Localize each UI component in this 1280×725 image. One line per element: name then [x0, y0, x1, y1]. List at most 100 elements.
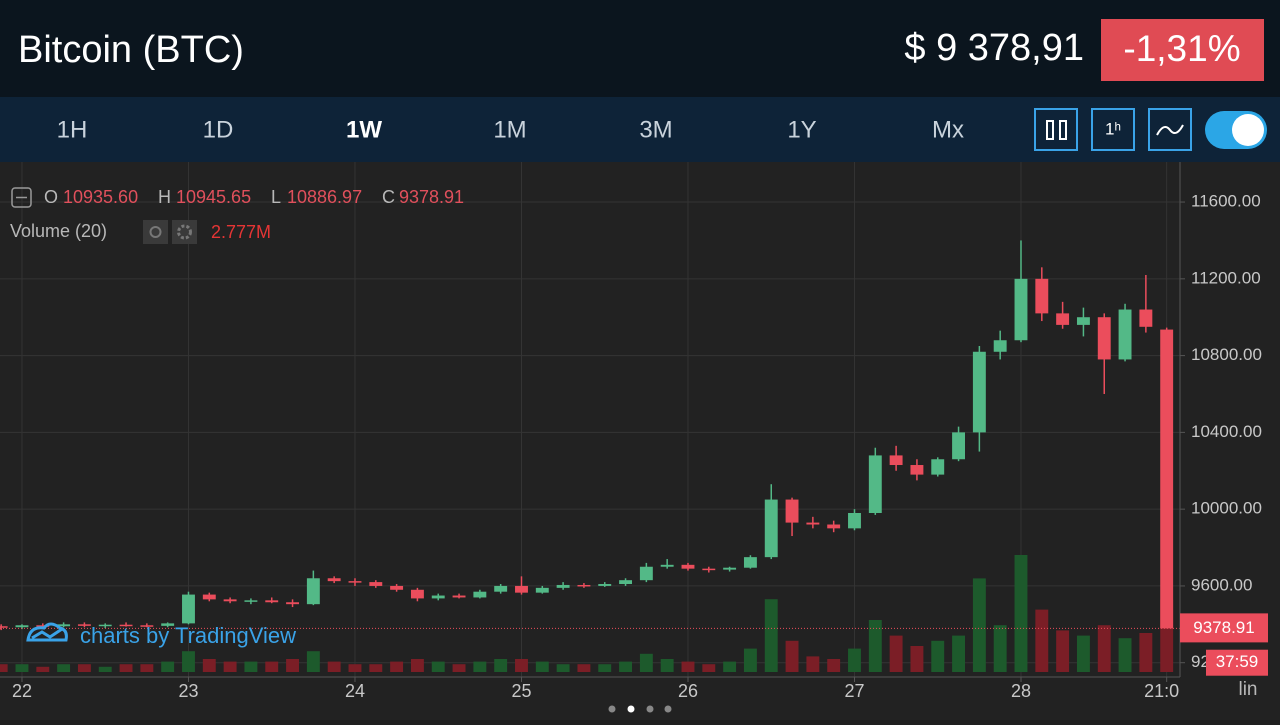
candle-body — [36, 625, 50, 627]
visibility-icon[interactable] — [143, 220, 168, 244]
page-dot[interactable] — [627, 705, 635, 713]
legend-high-label: H — [158, 187, 171, 207]
asset-title: Bitcoin (BTC) — [18, 29, 244, 71]
timeframe-tab[interactable]: 1D — [203, 116, 234, 143]
y-tick-label: 9600.00 — [1191, 575, 1252, 594]
volume-bar — [827, 659, 841, 672]
candle-body — [619, 580, 633, 585]
x-tick-label: 25 — [511, 681, 531, 701]
candle-body — [598, 584, 612, 586]
chart-type-button[interactable] — [1034, 108, 1078, 151]
candle-body — [348, 581, 362, 583]
volume-bar — [598, 664, 612, 672]
volume-label: Volume (20) — [10, 221, 107, 241]
volume-bar — [57, 664, 71, 672]
volume-bar — [410, 659, 424, 672]
legend-low-label: L — [271, 187, 281, 207]
button-frame — [1148, 108, 1192, 151]
volume-bar — [77, 664, 91, 672]
chart-background — [0, 162, 1280, 720]
volume-bar — [202, 659, 216, 672]
candle-body — [785, 499, 799, 523]
volume-bar — [1118, 638, 1132, 672]
candle-body — [515, 585, 528, 593]
volume-bar — [494, 659, 508, 672]
x-tick-label: 26 — [678, 681, 698, 701]
candle-body — [494, 585, 508, 592]
volume-bar — [848, 648, 861, 672]
timeframe-tab[interactable]: 1H — [57, 116, 88, 143]
page-dot[interactable] — [608, 705, 616, 713]
eye — [149, 226, 162, 238]
candle-body — [535, 587, 549, 593]
interval-button[interactable]: 1ʰ — [1091, 108, 1135, 151]
timeframe-tab[interactable]: 1M — [493, 116, 526, 143]
toggle[interactable] — [1205, 111, 1267, 149]
candle-body — [743, 557, 757, 568]
candle-body — [431, 595, 445, 599]
volume-bar — [1014, 555, 1028, 672]
candle-body — [390, 585, 404, 590]
candle-body — [1035, 278, 1049, 314]
timeframe-tab[interactable]: 1W — [346, 116, 382, 143]
candle-body — [889, 455, 903, 466]
candle-body — [473, 591, 487, 598]
candle-body — [452, 595, 466, 598]
y-tick-label: 11600.00 — [1191, 192, 1261, 211]
x-tick-label: 21:00 — [1144, 681, 1189, 701]
x-tick-label: 24 — [345, 681, 365, 701]
volume-bar — [889, 635, 903, 672]
volume-bar — [723, 661, 737, 672]
last-price-badge — [1180, 613, 1268, 643]
candle-body — [556, 584, 570, 588]
volume-bar — [556, 664, 570, 672]
timeframe-tab[interactable]: Mx — [932, 116, 964, 143]
y-tick-label: 10800.00 — [1191, 345, 1262, 364]
line-style-button[interactable] — [1148, 108, 1192, 151]
volume-bar — [785, 640, 799, 672]
candle-body — [77, 624, 91, 626]
y-tick-label: 11200.00 — [1191, 268, 1261, 287]
volume-bar — [182, 651, 195, 672]
volume-bar — [931, 640, 945, 672]
candle-body — [161, 623, 175, 626]
gear — [177, 224, 192, 240]
volume-bar — [619, 661, 633, 672]
settings-icon[interactable] — [172, 220, 197, 244]
page-dot[interactable] — [664, 705, 672, 713]
x-tick-label: 23 — [178, 681, 198, 701]
candle-body — [806, 522, 820, 525]
candle-body — [910, 465, 924, 475]
legend-open: 10935.60 — [63, 187, 138, 207]
candle-body — [57, 624, 71, 627]
candle-body — [848, 512, 861, 529]
x-tick-label: 27 — [844, 681, 864, 701]
countdown: 37:59 — [1216, 652, 1259, 671]
candle-body — [639, 566, 653, 581]
volume-bar — [15, 664, 29, 672]
volume-bar — [348, 664, 362, 672]
candle-body — [265, 600, 279, 603]
x-tick-label: 28 — [1011, 681, 1031, 701]
volume-bar — [390, 661, 404, 672]
legend-open-label: O — [44, 187, 58, 207]
collapse-icon[interactable] — [11, 187, 32, 208]
candle-body — [577, 584, 591, 587]
volume-bar — [1035, 609, 1049, 672]
candle-body — [660, 564, 674, 567]
toggle-knob — [1232, 114, 1264, 146]
candle-body — [327, 578, 341, 582]
candle-body — [98, 624, 112, 627]
scale-mode[interactable]: lin — [1238, 679, 1257, 700]
page-dot[interactable] — [646, 705, 654, 713]
timeframe-tab[interactable]: 3M — [639, 116, 672, 143]
volume-bar — [0, 664, 8, 672]
timeframe-tab[interactable]: 1Y — [787, 116, 816, 143]
price: $ 9 378,91 — [904, 27, 1084, 69]
volume-bar — [161, 661, 175, 672]
legend-close: 9378.91 — [399, 187, 464, 207]
interval-label: 1ʰ — [1105, 119, 1121, 138]
x-tick-label: 22 — [12, 681, 32, 701]
volume-bar — [660, 659, 674, 672]
